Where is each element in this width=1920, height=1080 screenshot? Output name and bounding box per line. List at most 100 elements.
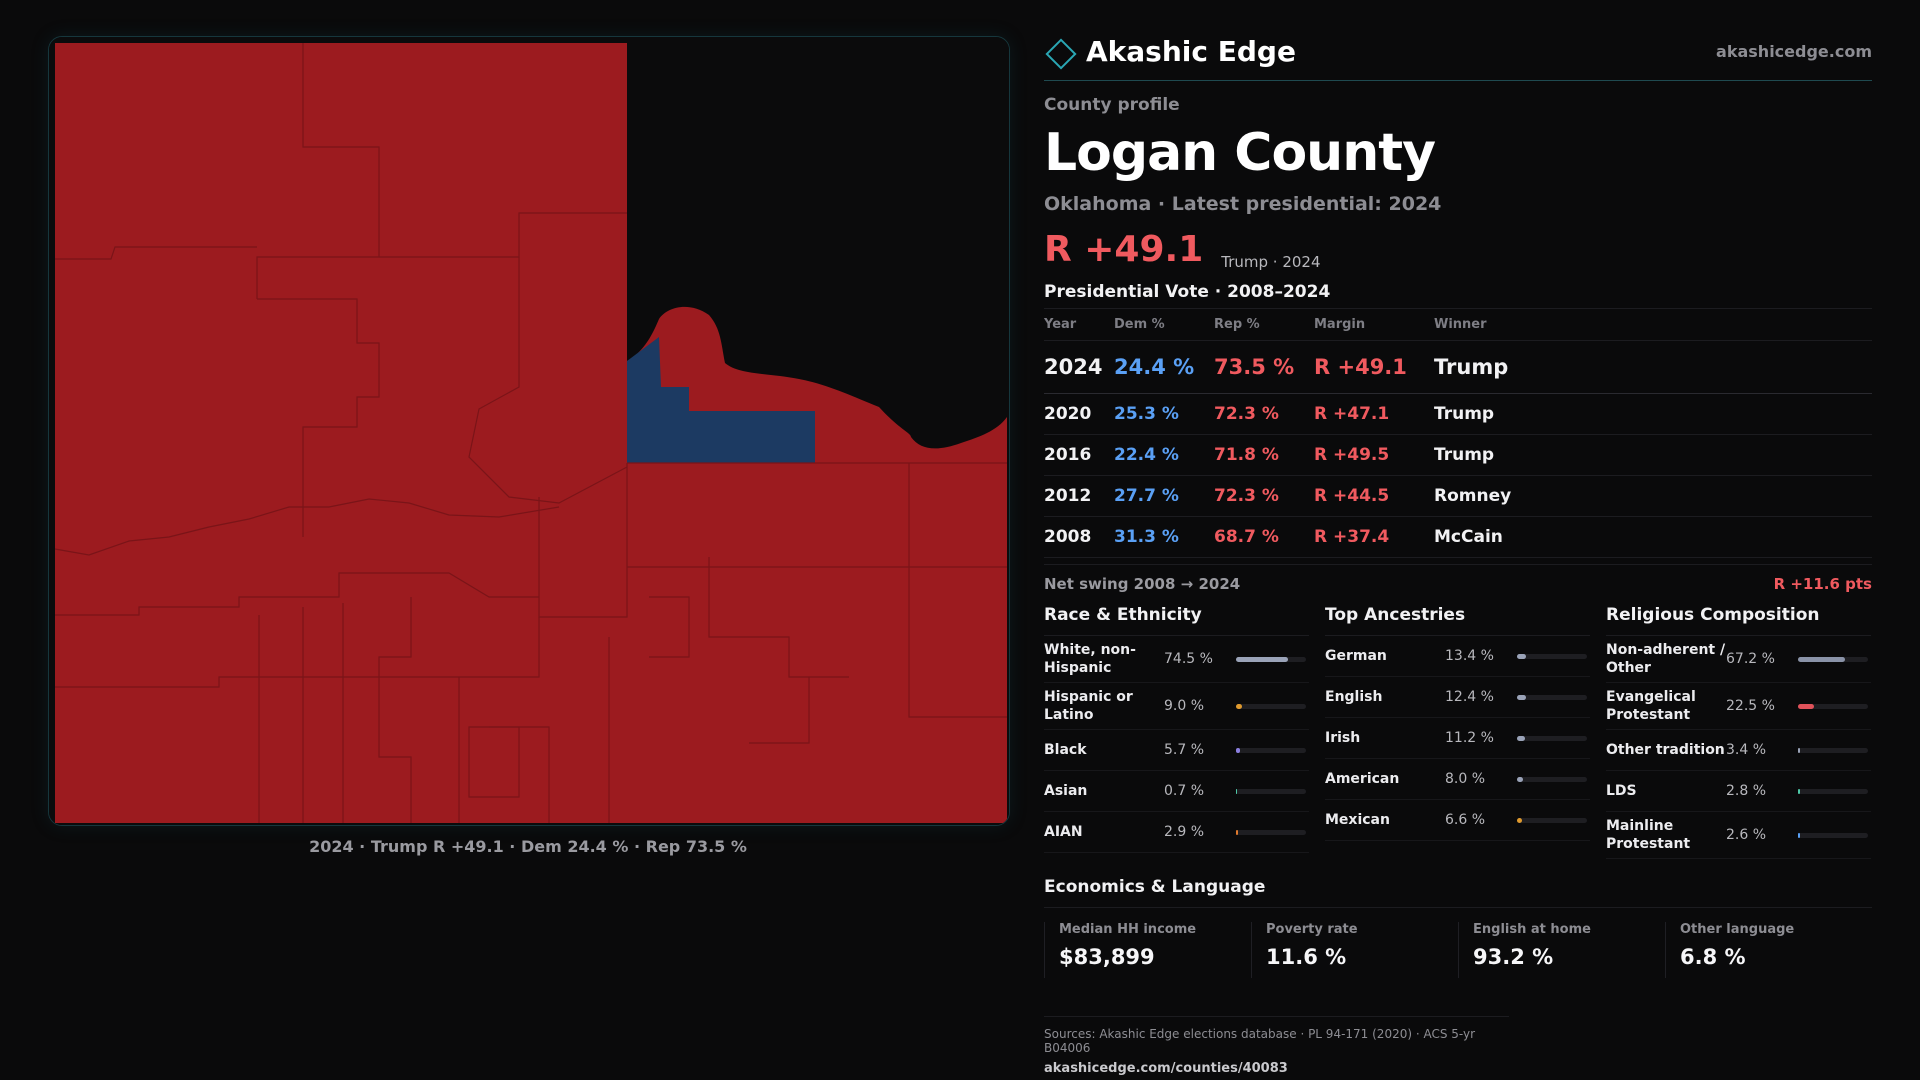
item-percent: 2.8 % bbox=[1726, 783, 1767, 799]
list-item: Hispanic or Latino 9.0 % bbox=[1044, 683, 1309, 730]
table-row: 2020 25.3 % 72.3 % R +47.1 Trump bbox=[1044, 393, 1872, 435]
col-winner: Winner bbox=[1434, 308, 1872, 341]
item-label: Mexican bbox=[1325, 812, 1390, 828]
county-map[interactable] bbox=[48, 36, 1010, 826]
cell-rep: 73.5 % bbox=[1214, 340, 1314, 394]
race-list: White, non-Hispanic 74.5 % Hispanic or Lat… bbox=[1044, 636, 1309, 853]
col-margin: Margin bbox=[1314, 308, 1434, 341]
headline-margin: R +49.1 Trump · 2024 bbox=[1044, 229, 1872, 271]
econ-value: 93.2 % bbox=[1473, 945, 1554, 969]
cell-winner: Trump bbox=[1434, 434, 1872, 476]
page-subtitle: Oklahoma · Latest presidential: 2024 bbox=[1044, 193, 1442, 215]
list-item: Mexican 6.6 % bbox=[1325, 800, 1590, 841]
col-dem: Dem % bbox=[1114, 308, 1214, 341]
list-item: Evangelical Protestant 22.5 % bbox=[1606, 683, 1871, 730]
econ-stat-poverty: Poverty rate 11.6 % bbox=[1251, 922, 1442, 978]
page-eyebrow: County profile bbox=[1044, 95, 1180, 115]
item-percent: 12.4 % bbox=[1445, 689, 1494, 705]
item-label: LDS bbox=[1606, 783, 1637, 799]
item-bar-fill bbox=[1517, 817, 1522, 823]
map-tract-borders bbox=[54, 43, 1007, 823]
item-label: American bbox=[1325, 771, 1400, 787]
item-percent: 2.6 % bbox=[1726, 827, 1767, 843]
cell-winner: Trump bbox=[1434, 340, 1872, 394]
cell-dem: 25.3 % bbox=[1114, 393, 1214, 435]
item-percent: 8.0 % bbox=[1445, 771, 1486, 787]
ancestries-heading: Top Ancestries bbox=[1325, 605, 1590, 636]
religion-section: Religious Composition Non-adherent / Oth… bbox=[1606, 605, 1871, 859]
profile-panel: Akashic Edge akashicedge.com County prof… bbox=[1044, 30, 1872, 1076]
item-bar-fill bbox=[1798, 788, 1800, 794]
item-bar-fill bbox=[1798, 656, 1846, 662]
cell-year: 2020 bbox=[1044, 393, 1114, 435]
table-row: 2008 31.3 % 68.7 % R +37.4 McCain bbox=[1044, 516, 1872, 558]
item-bar-fill bbox=[1236, 656, 1289, 662]
net-swing-row: Net swing 2008 → 2024 R +11.6 pts bbox=[1044, 564, 1872, 593]
cell-dem: 24.4 % bbox=[1114, 340, 1214, 394]
item-label: Other tradition bbox=[1606, 742, 1725, 758]
cell-dem: 22.4 % bbox=[1114, 434, 1214, 476]
item-bar-fill bbox=[1236, 829, 1239, 835]
county-page-link[interactable]: akashicedge.com/counties/40083 bbox=[1044, 1061, 1288, 1076]
item-bar-fill bbox=[1798, 703, 1814, 709]
econ-value: 11.6 % bbox=[1266, 945, 1347, 969]
econ-value: 6.8 % bbox=[1680, 945, 1746, 969]
item-bar-fill bbox=[1798, 832, 1800, 838]
col-year: Year bbox=[1044, 308, 1114, 341]
item-bar bbox=[1236, 747, 1306, 753]
map-region-dem[interactable] bbox=[627, 337, 815, 463]
map-caption: 2024 · Trump R +49.1 · Dem 24.4 % · Rep … bbox=[309, 837, 747, 856]
item-bar bbox=[1517, 776, 1587, 782]
item-bar-fill bbox=[1517, 653, 1527, 659]
item-label: Hispanic or Latino bbox=[1044, 689, 1133, 723]
item-percent: 6.6 % bbox=[1445, 812, 1486, 828]
cell-winner: Trump bbox=[1434, 393, 1872, 435]
item-bar bbox=[1798, 656, 1868, 662]
cell-margin: R +37.4 bbox=[1314, 516, 1434, 558]
item-label: White, non-Hispanic bbox=[1044, 642, 1136, 676]
item-bar bbox=[1517, 653, 1587, 659]
econ-label: English at home bbox=[1473, 922, 1591, 937]
brand[interactable]: Akashic Edge bbox=[1044, 35, 1296, 70]
econ-stat-other-language: Other language 6.8 % bbox=[1665, 922, 1856, 978]
cell-year: 2012 bbox=[1044, 475, 1114, 517]
map-region-rep[interactable] bbox=[55, 43, 1007, 823]
ancestries-section: Top Ancestries German 13.4 % English 12.4 %… bbox=[1325, 605, 1590, 859]
cell-winner: Romney bbox=[1434, 475, 1872, 517]
net-swing-value: R +11.6 pts bbox=[1773, 575, 1872, 593]
diamond-logo-icon bbox=[1045, 38, 1077, 70]
item-label: Irish bbox=[1325, 730, 1361, 746]
brand-url-link[interactable]: akashicedge.com bbox=[1716, 41, 1872, 61]
item-bar-fill bbox=[1517, 735, 1525, 741]
cell-dem: 31.3 % bbox=[1114, 516, 1214, 558]
cell-rep: 72.3 % bbox=[1214, 393, 1314, 435]
religion-list: Non-adherent / Other 67.2 % Evangelical Pr… bbox=[1606, 636, 1871, 859]
item-label: AIAN bbox=[1044, 824, 1083, 840]
votes-heading: Presidential Vote · 2008–2024 bbox=[1044, 282, 1331, 302]
item-bar bbox=[1236, 703, 1306, 709]
item-bar bbox=[1517, 735, 1587, 741]
cell-rep: 68.7 % bbox=[1214, 516, 1314, 558]
item-bar-fill bbox=[1236, 788, 1238, 794]
list-item: Irish 11.2 % bbox=[1325, 718, 1590, 759]
race-ethnicity-section: Race & Ethnicity White, non-Hispanic 74.5… bbox=[1044, 605, 1309, 859]
list-item: English 12.4 % bbox=[1325, 677, 1590, 718]
list-item: Other tradition 3.4 % bbox=[1606, 730, 1871, 771]
item-label: Black bbox=[1044, 742, 1087, 758]
sources-note: Sources: Akashic Edge elections database… bbox=[1044, 1027, 1476, 1055]
brand-header: Akashic Edge akashicedge.com bbox=[1044, 30, 1872, 81]
item-percent: 67.2 % bbox=[1726, 651, 1775, 667]
religion-heading: Religious Composition bbox=[1606, 605, 1871, 636]
item-bar bbox=[1798, 832, 1868, 838]
cell-year: 2008 bbox=[1044, 516, 1114, 558]
econ-stat-english: English at home 93.2 % bbox=[1458, 922, 1649, 978]
item-label: Evangelical Protestant bbox=[1606, 689, 1696, 723]
list-item: Asian 0.7 % bbox=[1044, 771, 1309, 812]
page-title: Logan County bbox=[1044, 123, 1436, 183]
econ-value: $83,899 bbox=[1059, 945, 1155, 969]
cell-margin: R +47.1 bbox=[1314, 393, 1434, 435]
item-bar-fill bbox=[1517, 694, 1526, 700]
ancestry-list: German 13.4 % English 12.4 % Irish 11.2 % Amer… bbox=[1325, 636, 1590, 841]
econ-label: Median HH income bbox=[1059, 922, 1197, 937]
item-percent: 3.4 % bbox=[1726, 742, 1767, 758]
